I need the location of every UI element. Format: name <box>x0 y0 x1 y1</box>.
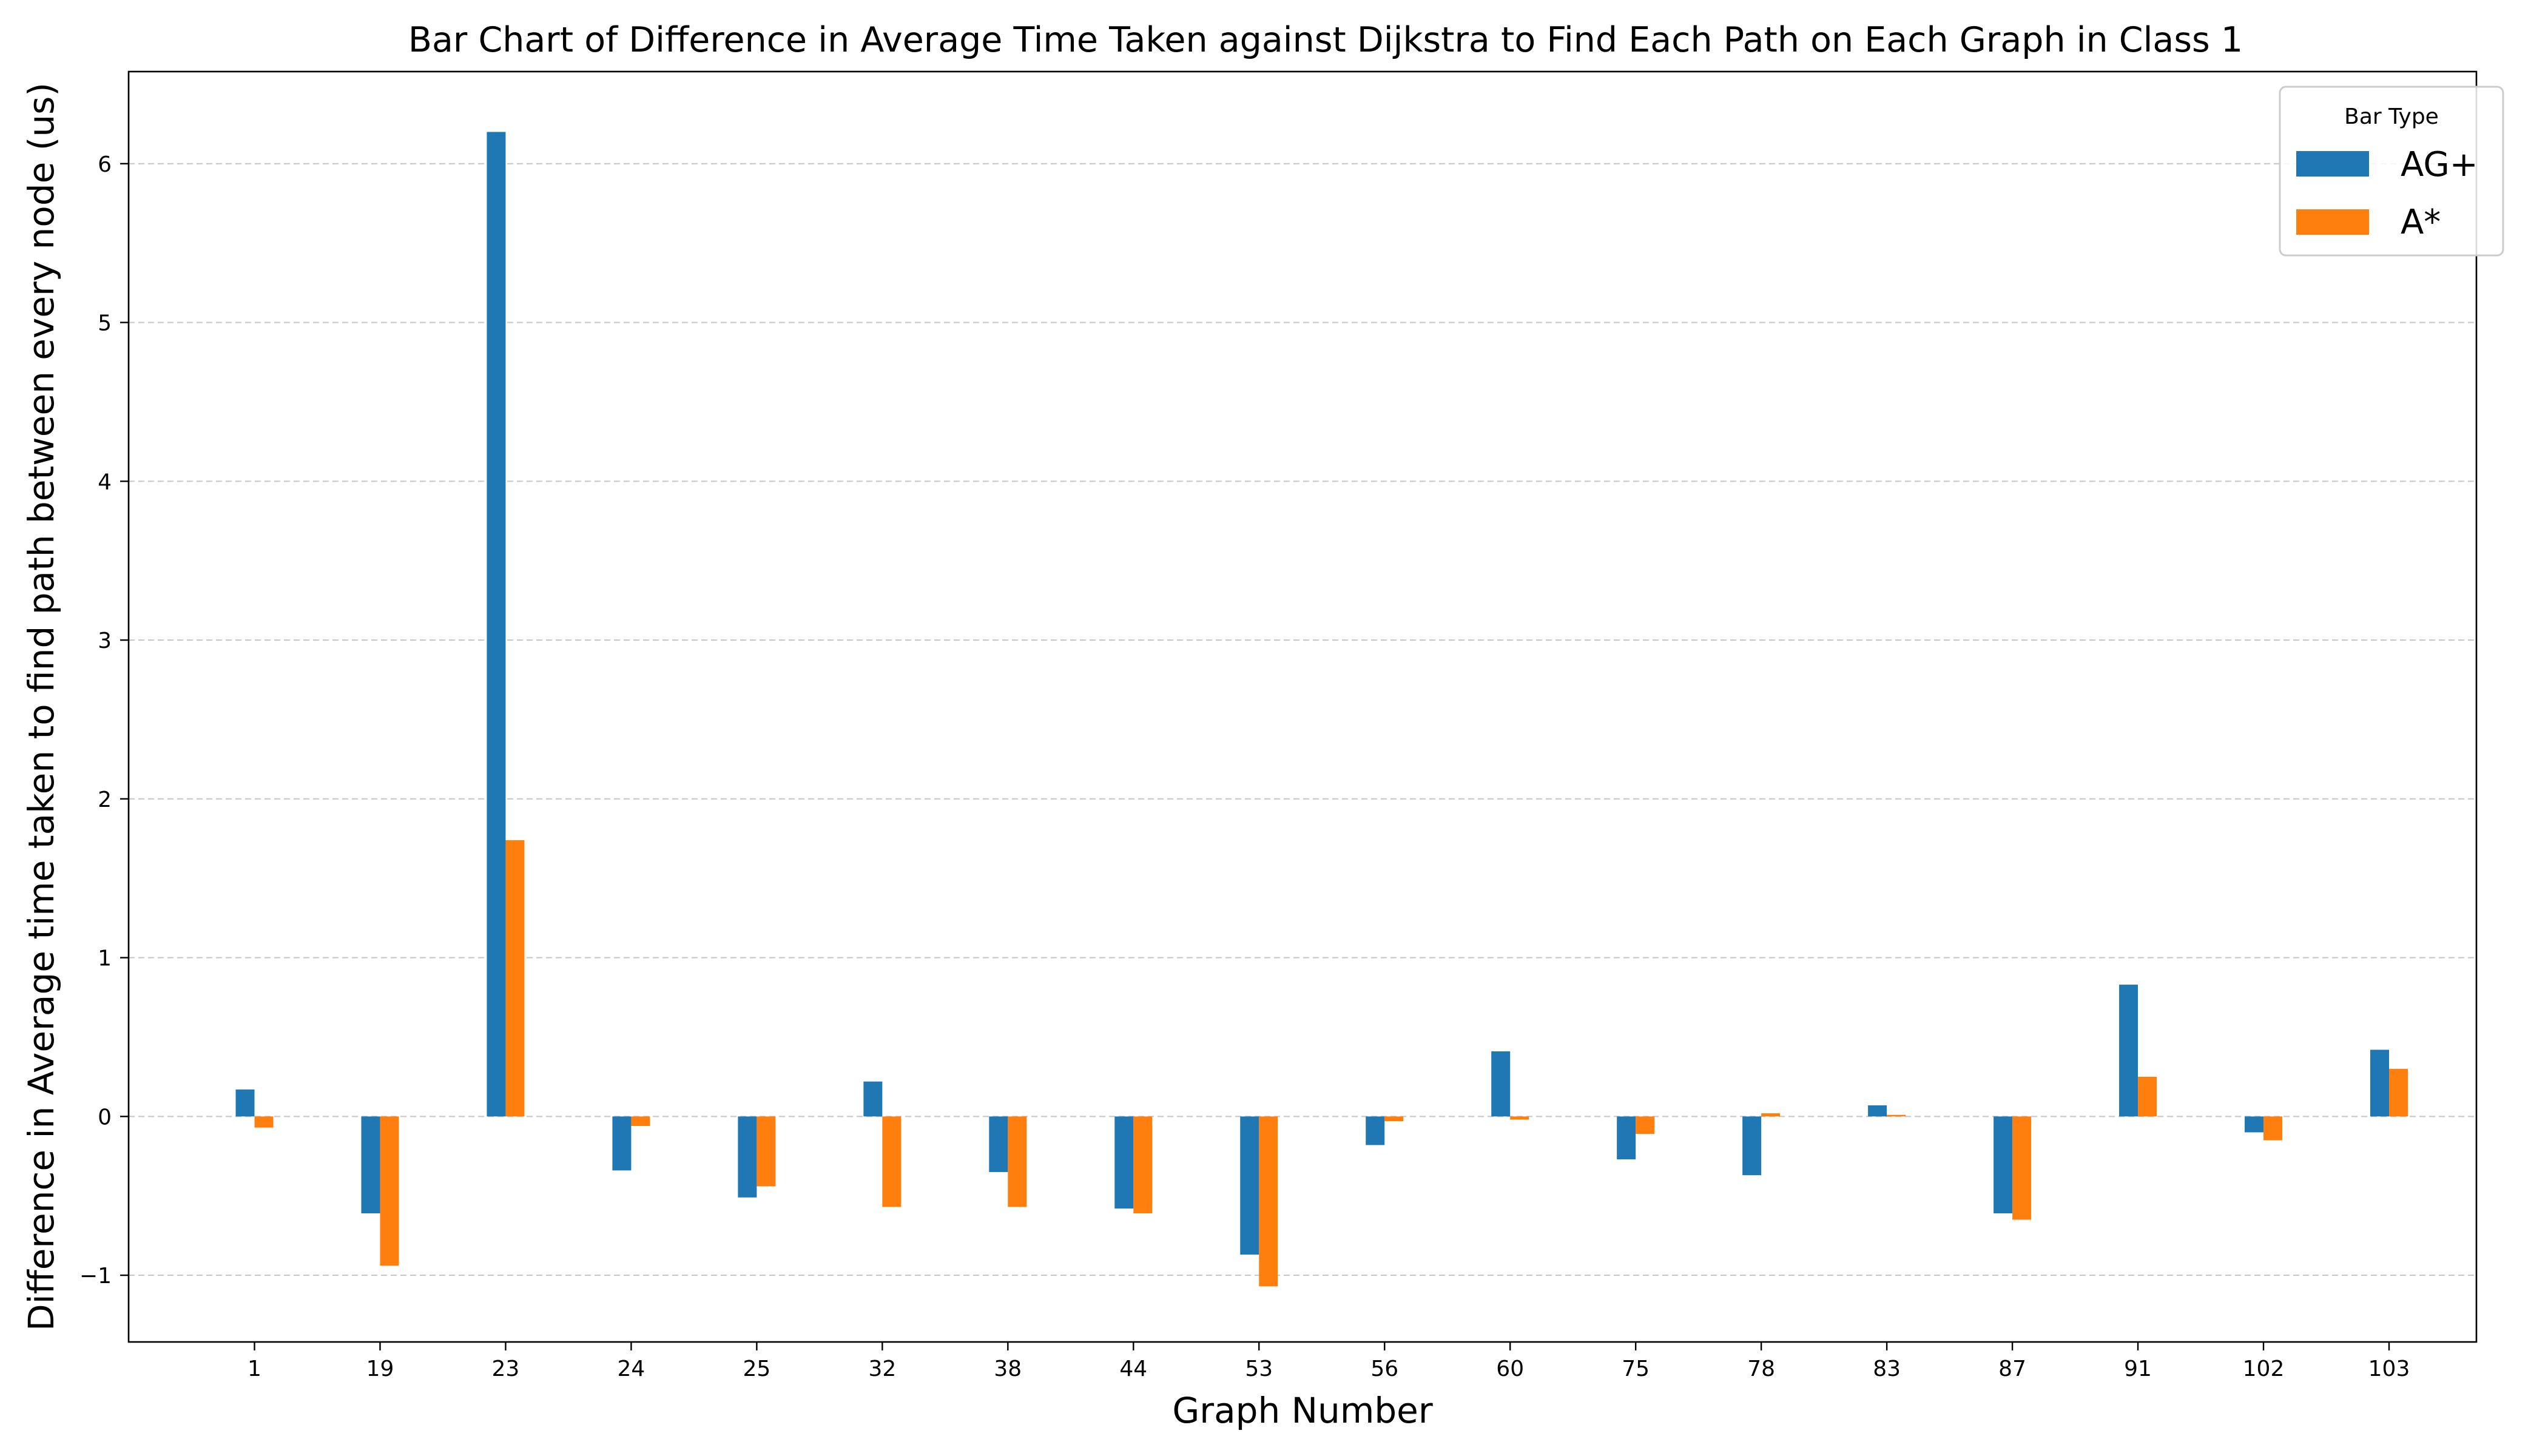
bar-ag-plus <box>612 1116 632 1171</box>
y-tick-label: 6 <box>98 152 112 177</box>
bar-a-star <box>1259 1116 1278 1287</box>
bar-a-star <box>1133 1116 1153 1213</box>
bar-ag-plus <box>1491 1051 1511 1117</box>
y-axis-label: Difference in Average time taken to find… <box>21 83 62 1331</box>
bar-ag-plus <box>1240 1116 1259 1255</box>
bar-a-star <box>1636 1116 1655 1134</box>
x-tick-label: 78 <box>1747 1357 1775 1381</box>
y-tick-label: 1 <box>98 946 112 971</box>
y-tick-label: 0 <box>98 1105 112 1130</box>
bar-ag-plus <box>487 132 506 1117</box>
bar-a-star <box>2012 1116 2032 1220</box>
bar-a-star <box>631 1116 650 1127</box>
y-tick-label: 3 <box>98 629 112 653</box>
legend-label-ag-plus: AG+ <box>2401 145 2478 184</box>
x-tick-label: 32 <box>868 1357 896 1381</box>
x-axis: 1 19 23 24 25 32 38 44 53 56 60 75 78 83 87 91 102 103 <box>248 1342 2410 1381</box>
bar-ag-plus <box>1366 1116 1385 1145</box>
bars <box>235 132 2408 1287</box>
bar-ag-plus <box>863 1081 883 1117</box>
bar-ag-plus <box>2119 985 2138 1117</box>
bar-ag-plus <box>989 1116 1008 1172</box>
bar-ag-plus <box>1617 1116 1636 1159</box>
y-tick-label: 2 <box>98 787 112 812</box>
x-tick-label: 19 <box>366 1357 394 1381</box>
legend: Bar Type AG+ A* <box>2279 86 2504 257</box>
y-tick-label: 5 <box>98 311 112 336</box>
bar-ag-plus <box>1868 1105 1887 1117</box>
x-tick-label: 102 <box>2243 1357 2285 1381</box>
bar-a-star <box>380 1116 399 1266</box>
bar-a-star <box>2138 1076 2157 1117</box>
x-tick-label: 103 <box>2368 1357 2410 1381</box>
x-tick-label: 23 <box>492 1357 520 1381</box>
x-tick-label: 83 <box>1873 1357 1901 1381</box>
y-tick-label: 4 <box>98 470 112 494</box>
bar-a-star <box>1008 1116 1027 1207</box>
plot-frame <box>127 70 2478 1343</box>
x-tick-label: 56 <box>1370 1357 1398 1381</box>
bar-ag-plus <box>1114 1116 1134 1209</box>
bar-ag-plus <box>2370 1050 2389 1117</box>
x-tick-label: 75 <box>1622 1357 1650 1381</box>
legend-swatch-a-star <box>2296 209 2369 235</box>
bar-a-star <box>757 1116 776 1187</box>
x-axis-label: Graph Number <box>1172 1390 1432 1431</box>
x-tick-label: 24 <box>618 1357 645 1381</box>
legend-label-a-star: A* <box>2401 203 2441 242</box>
x-tick-label: 60 <box>1496 1357 1524 1381</box>
y-axis: −1 0 1 2 3 4 5 6 <box>79 152 129 1289</box>
y-tick-label: −1 <box>79 1264 112 1289</box>
bar-ag-plus <box>738 1116 757 1198</box>
bar-ag-plus <box>1742 1116 1762 1176</box>
bar-a-star <box>2389 1068 2408 1117</box>
bar-a-star <box>1887 1114 1906 1117</box>
bar-a-star <box>2263 1116 2283 1141</box>
chart-title: Bar Chart of Difference in Average Time … <box>408 20 2243 60</box>
legend-title: Bar Type <box>2344 104 2439 129</box>
bar-a-star <box>1761 1113 1781 1117</box>
bar-ag-plus <box>1994 1116 2013 1213</box>
bar-a-star <box>254 1116 274 1128</box>
legend-swatch-ag-plus <box>2296 151 2369 177</box>
x-tick-label: 25 <box>743 1357 770 1381</box>
bar-a-star <box>1384 1116 1404 1122</box>
bar-ag-plus <box>2245 1116 2264 1133</box>
bar-a-star <box>1510 1116 1529 1120</box>
x-tick-label: 44 <box>1119 1357 1147 1381</box>
x-tick-label: 91 <box>2124 1357 2152 1381</box>
x-tick-label: 1 <box>248 1357 261 1381</box>
x-tick-label: 53 <box>1245 1357 1273 1381</box>
x-tick-label: 87 <box>1998 1357 2026 1381</box>
bar-a-star <box>505 840 525 1117</box>
bar-a-star <box>882 1116 902 1207</box>
x-tick-label: 38 <box>994 1357 1022 1381</box>
bar-ag-plus <box>361 1116 380 1213</box>
bar-ag-plus <box>235 1089 255 1117</box>
